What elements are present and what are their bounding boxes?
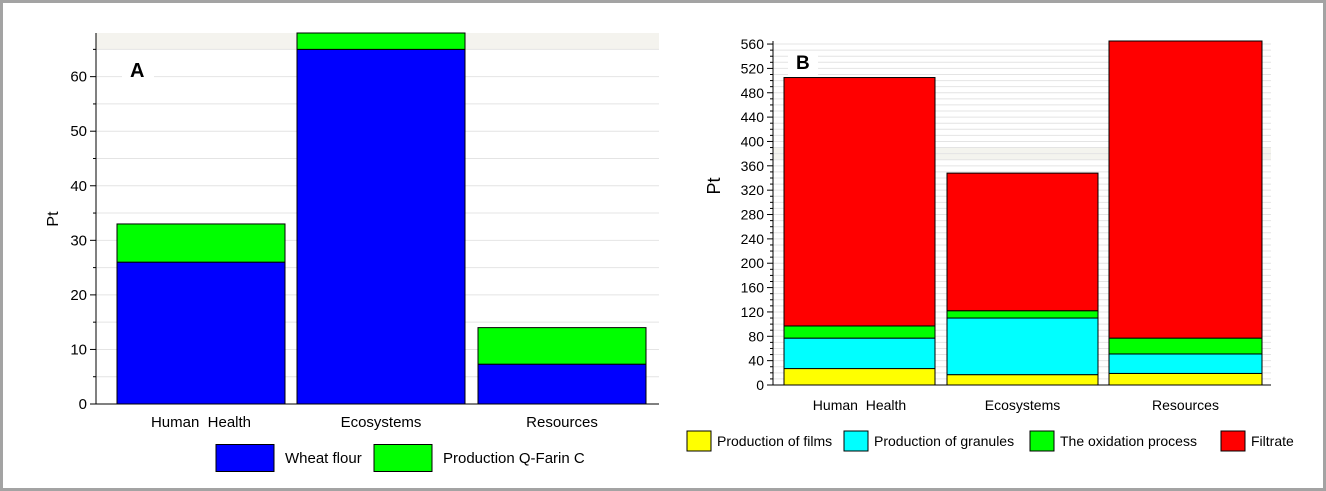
bar-resources-wheat-flour [477, 363, 647, 405]
legend-label-filtrate: Filtrate [1251, 433, 1294, 449]
x-category-label: Ecosystems [985, 397, 1060, 413]
y-tick-label: 0 [756, 377, 764, 393]
bar-human-health-production-q-farin-c [116, 223, 286, 263]
y-tick-label: 10 [70, 341, 87, 358]
legend-label-wheat-flour: Wheat flour [285, 450, 362, 467]
legend-swatch-wheat-flour [215, 444, 275, 472]
panel-label: B [796, 53, 810, 74]
bar-resources-production-q-farin-c [477, 327, 647, 365]
bar-resources-production-of-films [1108, 372, 1263, 386]
y-tick-label: 320 [741, 182, 765, 198]
panel-label-background [122, 57, 154, 83]
x-category-label: Resources [526, 414, 598, 431]
panel-label-background [788, 53, 818, 75]
bar-resources-the-oxidation-process [1108, 337, 1263, 355]
y-tick-label: 360 [741, 158, 765, 174]
y-tick-label: 240 [741, 231, 765, 247]
y-tick-label: 120 [741, 304, 765, 320]
bar-ecosystems-wheat-flour [296, 48, 466, 405]
y-tick-label: 20 [70, 287, 87, 304]
y-tick-label: 200 [741, 255, 765, 271]
legend-label-production-of-granules: Production of granules [874, 433, 1014, 449]
y-tick-label: 30 [70, 232, 87, 249]
bar-ecosystems-production-of-granules [946, 317, 1099, 376]
legend-swatch-production-of-films [686, 430, 712, 452]
y-tick-label: 560 [741, 36, 765, 52]
bar-resources-production-of-granules [1108, 353, 1263, 374]
bar-human-health-production-of-granules [783, 337, 936, 370]
legend-label-production-q-farin-c: Production Q-Farin C [443, 450, 585, 467]
x-category-label: Ecosystems [341, 414, 422, 431]
bar-ecosystems-production-q-farin-c [296, 32, 466, 50]
bar-human-health-filtrate [783, 77, 936, 327]
y-tick-label: 80 [748, 328, 764, 344]
y-tick-label: 40 [70, 178, 87, 195]
y-tick-label: 520 [741, 60, 765, 76]
y-axis-title: Pt [45, 211, 62, 227]
bar-human-health-production-of-films [783, 368, 936, 386]
chart-a: 0 10 20 30 40 50 60 Human Health Ecosystems Resou… [45, 32, 659, 472]
bar-resources-filtrate [1108, 40, 1263, 339]
x-category-label: Resources [1152, 397, 1219, 413]
legend-label-production-of-films: Production of films [717, 433, 832, 449]
legend-swatch-filtrate [1220, 430, 1246, 452]
legend-swatch-production-of-granules [843, 430, 869, 452]
y-tick-label: 480 [741, 85, 765, 101]
legend-label-the-oxidation-process: The oxidation process [1060, 433, 1197, 449]
y-tick-label: 50 [70, 123, 87, 140]
bar-ecosystems-filtrate [946, 172, 1099, 312]
y-tick-label: 40 [748, 353, 764, 369]
chart-b: 0 40 80 120 160 200 240 280 320 360 400 440 480 520 56… [686, 36, 1294, 452]
bar-human-health-the-oxidation-process [783, 325, 936, 339]
x-category-label: Human Health [813, 397, 906, 413]
y-tick-label: 160 [741, 280, 765, 296]
bar-human-health-wheat-flour [116, 261, 286, 405]
x-category-label: Human Health [151, 414, 251, 431]
y-tick-label: 0 [79, 396, 87, 413]
bar-ecosystems-the-oxidation-process [946, 310, 1099, 319]
y-tick-label: 440 [741, 109, 765, 125]
y-tick-label: 400 [741, 133, 765, 149]
legend-swatch-the-oxidation-process [1029, 430, 1055, 452]
legend-swatch-production-q-farin-c [373, 444, 433, 472]
y-axis-title: Pt [704, 177, 724, 194]
panel-label: A [130, 60, 144, 82]
y-tick-label: 60 [70, 69, 87, 86]
bar-ecosystems-production-of-films [946, 374, 1099, 386]
y-tick-label: 280 [741, 207, 765, 223]
